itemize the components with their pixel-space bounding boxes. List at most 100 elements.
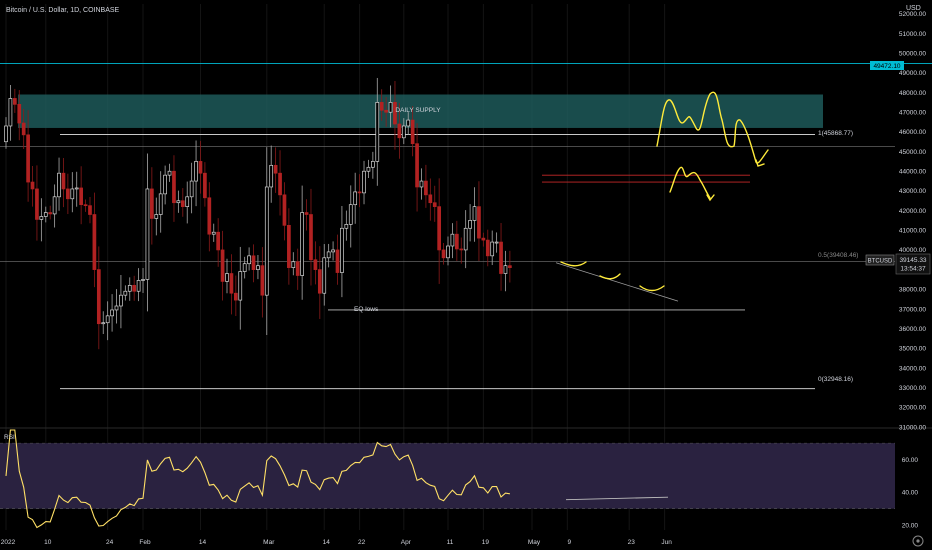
x-tick-label-6: 14 <box>323 539 331 546</box>
candle-body-49 <box>220 249 225 282</box>
candle-body-29 <box>132 284 137 292</box>
candle-body-38 <box>172 170 176 204</box>
candle-body-20 <box>92 214 97 270</box>
levels <box>0 63 932 390</box>
candle-body-79 <box>353 191 358 206</box>
candle-body-66 <box>295 261 300 276</box>
candle-body-105 <box>468 220 472 229</box>
y-tick-label-12: 43000.00 <box>899 188 926 195</box>
candle-body-46 <box>207 197 212 235</box>
candle-body-2 <box>12 98 17 105</box>
candle-body-103 <box>459 248 464 251</box>
y-tick-label-6: 37000.00 <box>899 306 926 313</box>
x-tick-label-7: 22 <box>358 539 366 546</box>
candle-body-67 <box>300 212 304 276</box>
candle-body-9 <box>43 212 48 217</box>
candle-body-88 <box>393 102 397 125</box>
drawing-stroke-0 <box>656 91 769 164</box>
candle-body-102 <box>454 233 459 250</box>
y-tick-label-3: 34000.00 <box>899 365 926 372</box>
fib-1-label: 1(45868.77) <box>818 130 853 137</box>
y-tick-label-2: 33000.00 <box>899 385 926 392</box>
candle-body-26 <box>119 294 123 307</box>
candle-body-41 <box>185 196 190 207</box>
rsi-tick-label-0: 20.00 <box>902 522 919 529</box>
y-tick-label-4: 35000.00 <box>899 346 926 353</box>
candle-body-106 <box>472 206 477 221</box>
candle-body-90 <box>401 125 406 139</box>
candle-body-61 <box>273 164 278 174</box>
candle-body-52 <box>233 292 238 301</box>
svg-text:39145.33: 39145.33 <box>899 257 926 264</box>
candle-body-18 <box>83 204 88 207</box>
y-tick-label-9: 40000.00 <box>899 247 926 254</box>
y-tick-label-13: 44000.00 <box>899 169 926 176</box>
candle-body-68 <box>304 212 309 215</box>
rsi-divergence-line <box>565 496 669 501</box>
drawing-stroke-4 <box>560 261 587 267</box>
candle-body-113 <box>503 265 508 274</box>
candle-body-110 <box>490 241 495 257</box>
x-tick-label-3: Feb <box>139 539 151 546</box>
x-tick-label-10: 19 <box>482 539 490 546</box>
settings-gear-icon[interactable] <box>912 535 924 547</box>
candle-body-112 <box>499 241 503 274</box>
y-tick-label-17: 48000.00 <box>899 90 926 97</box>
candle-body-3 <box>17 103 22 124</box>
candle-body-40 <box>180 200 185 207</box>
svg-text:49472.10: 49472.10 <box>873 63 900 70</box>
candle-body-95 <box>424 180 428 196</box>
candle-body-55 <box>247 255 251 265</box>
y-tick-label-20: 51000.00 <box>899 31 926 38</box>
y-tick-label-18: 49000.00 <box>899 70 926 77</box>
candle-body-69 <box>309 214 313 261</box>
candle-body-33 <box>150 188 154 219</box>
candle-body-48 <box>216 231 221 251</box>
y-tick-label-1: 32000.00 <box>899 405 926 412</box>
supply-zone-label: DAILY SUPPLY <box>395 107 441 114</box>
x-tick-label-9: 11 <box>447 539 454 546</box>
candle-body-54 <box>242 263 247 272</box>
candle-body-108 <box>481 237 486 241</box>
candle-body-86 <box>384 109 388 113</box>
x-tick-label-14: Jun <box>661 539 672 546</box>
y-tick-label-7: 38000.00 <box>899 287 926 294</box>
candle-body-83 <box>371 161 375 168</box>
time-axis[interactable]: 2022 10 24 Feb 14 Mar 14 22 Apr 11 19 May 9 23 Jun <box>1 539 672 546</box>
candle-body-57 <box>256 265 260 270</box>
candle-body-80 <box>357 191 362 194</box>
candle-body-91 <box>406 119 411 127</box>
last-price-tag: 39145.33 13:54:37 <box>895 253 931 275</box>
candle-body-92 <box>410 119 415 145</box>
candle-body-45 <box>203 172 207 199</box>
drawing-stroke-6 <box>639 285 665 292</box>
candle-body-56 <box>251 255 256 270</box>
candle-body-36 <box>163 174 167 195</box>
candle-body-44 <box>198 161 203 174</box>
svg-text:13:54:37: 13:54:37 <box>900 266 926 273</box>
x-tick-label-1: 10 <box>44 539 52 546</box>
candle-body-77 <box>344 224 349 229</box>
candle-body-47 <box>211 231 216 235</box>
candle-body-14 <box>66 188 70 200</box>
chart-title: Bitcoin / U.S. Dollar, 1D, COINBASE <box>6 7 120 14</box>
rsi-pane: 20.00 40.00 60.00 <box>0 427 932 529</box>
candle-body-70 <box>313 259 318 270</box>
candle-body-60 <box>269 164 274 188</box>
candle-body-58 <box>260 265 265 296</box>
candle-body-5 <box>26 134 30 183</box>
candle-body-0 <box>4 125 8 143</box>
candle-body-15 <box>70 188 75 200</box>
y-tick-label-10: 41000.00 <box>899 228 926 235</box>
candle-body-73 <box>326 251 331 259</box>
candle-body-19 <box>88 205 92 215</box>
candle-body-107 <box>477 206 481 239</box>
candle-body-75 <box>335 249 340 273</box>
candle-body-12 <box>57 172 61 198</box>
fib-0-label: 0(32948.16) <box>818 376 853 383</box>
candle-body-84 <box>375 102 380 162</box>
drawing-stroke-1 <box>755 159 765 167</box>
candle-body-111 <box>494 241 499 244</box>
drawing-stroke-5 <box>599 273 621 280</box>
